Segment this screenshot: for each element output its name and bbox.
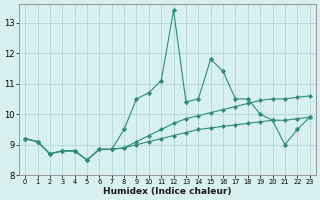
X-axis label: Humidex (Indice chaleur): Humidex (Indice chaleur) xyxy=(103,187,232,196)
